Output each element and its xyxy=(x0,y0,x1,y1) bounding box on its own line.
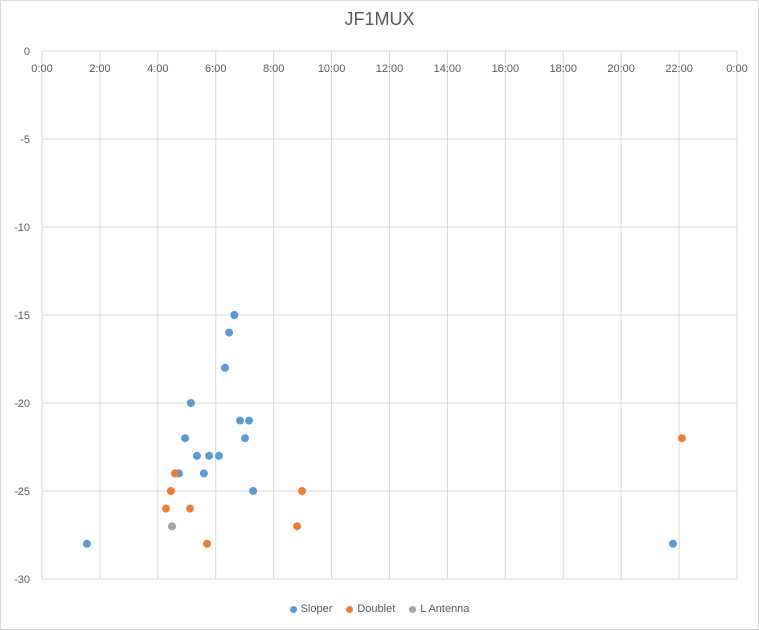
data-point-sloper xyxy=(186,399,195,407)
data-point-sloper xyxy=(230,311,239,319)
y-tick-label: -5 xyxy=(20,134,30,146)
y-tick-label: -10 xyxy=(14,222,30,234)
x-tick-label: 14:00 xyxy=(434,63,462,75)
y-tick-label: -15 xyxy=(14,310,30,322)
data-point-sloper xyxy=(240,434,249,443)
y-tick-label: -30 xyxy=(14,574,30,586)
x-tick-label: 20:00 xyxy=(607,63,635,75)
legend: Sloper Doublet L Antenna xyxy=(1,603,758,615)
data-point-doublet xyxy=(298,487,307,495)
legend-item: L Antenna xyxy=(409,603,469,615)
data-point-doublet xyxy=(166,487,175,495)
x-tick-label: 16:00 xyxy=(492,63,520,75)
chart-title: JF1MUX xyxy=(344,9,415,29)
data-point-sloper xyxy=(225,328,234,337)
data-point-doublet xyxy=(677,434,686,443)
x-tick-label: 6:00 xyxy=(205,63,226,75)
y-tick-label: -25 xyxy=(14,486,30,498)
legend-label: L Antenna xyxy=(420,603,470,615)
legend-marker-icon xyxy=(289,605,297,613)
data-point-sloper xyxy=(221,363,230,372)
x-tick-label: 22:00 xyxy=(665,63,693,75)
data-point-doublet xyxy=(161,504,170,513)
data-point-sloper xyxy=(192,451,201,460)
data-point-sloper xyxy=(214,451,223,460)
data-point-doublet xyxy=(185,504,194,513)
x-tick-label: 8:00 xyxy=(263,63,284,75)
x-tick-label: 2:00 xyxy=(89,63,110,75)
legend-item: Doublet xyxy=(346,603,395,615)
y-tick-label: 0 xyxy=(24,46,30,58)
data-point-sloper xyxy=(249,487,258,495)
legend-marker-icon xyxy=(409,605,417,613)
data-point-sloper xyxy=(205,451,214,460)
data-point-sloper xyxy=(181,434,190,443)
x-tick-label: 4:00 xyxy=(147,63,168,75)
data-point-sloper xyxy=(236,416,245,425)
data-point-sloper xyxy=(199,469,208,478)
x-tick-label: 12:00 xyxy=(376,63,404,75)
legend-label: Doublet xyxy=(357,603,396,615)
legend-marker-icon xyxy=(346,605,354,613)
data-point-l-antenna xyxy=(168,522,177,531)
legend-label: Sloper xyxy=(300,603,333,615)
x-tick-label: 10:00 xyxy=(318,63,346,75)
data-point-doublet xyxy=(293,522,302,531)
legend-item: Sloper xyxy=(289,603,333,615)
y-tick-label: -20 xyxy=(14,398,30,410)
data-point-sloper xyxy=(245,416,254,425)
x-tick-label: 0:00 xyxy=(726,63,747,75)
x-tick-label: 18:00 xyxy=(549,63,577,75)
data-point-doublet xyxy=(170,469,179,478)
data-point-sloper xyxy=(82,539,91,548)
data-point-sloper xyxy=(669,539,678,548)
data-point-doublet xyxy=(203,539,212,548)
x-tick-label: 0:00 xyxy=(31,63,52,75)
